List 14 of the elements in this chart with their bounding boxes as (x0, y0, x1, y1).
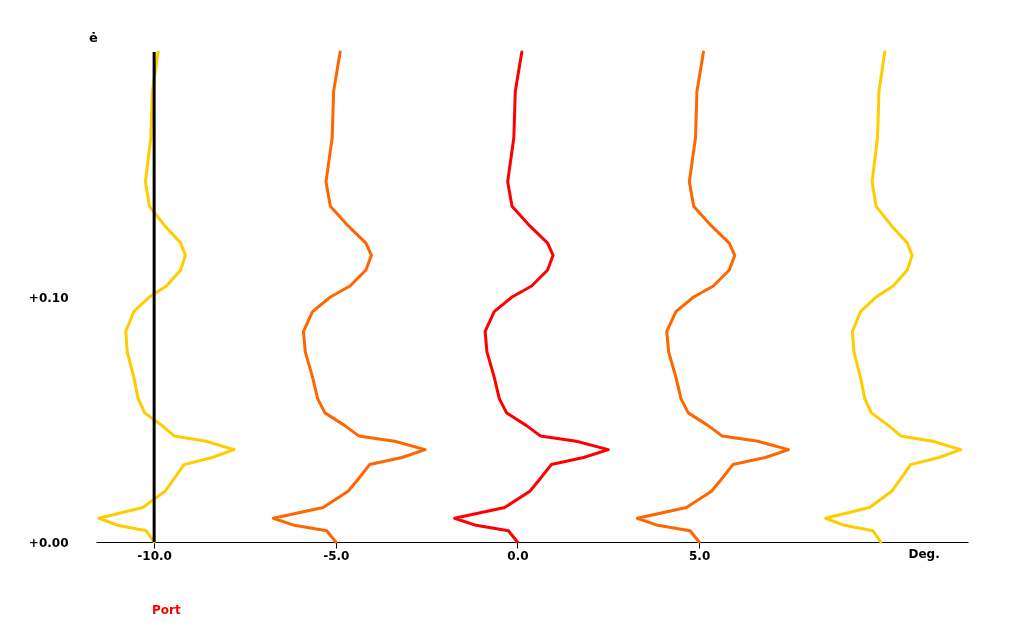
x-tick-label: -5.0 (323, 548, 350, 563)
line-series (271, 50, 427, 544)
y-tick-label: +0.10 (28, 290, 69, 305)
line-series (635, 50, 791, 544)
x-tick-label: -10.0 (137, 548, 172, 563)
text: Port (152, 603, 181, 617)
line-series (453, 50, 610, 544)
y-tick-label: +0.00 (28, 535, 69, 550)
x-axis-title: Deg. (908, 546, 940, 561)
x-tick-label: 5.0 (689, 548, 711, 563)
y-axis-title: ė (89, 29, 99, 45)
line-series (97, 50, 236, 544)
line-series (824, 50, 963, 544)
x-tick-label: 0.0 (507, 548, 529, 563)
